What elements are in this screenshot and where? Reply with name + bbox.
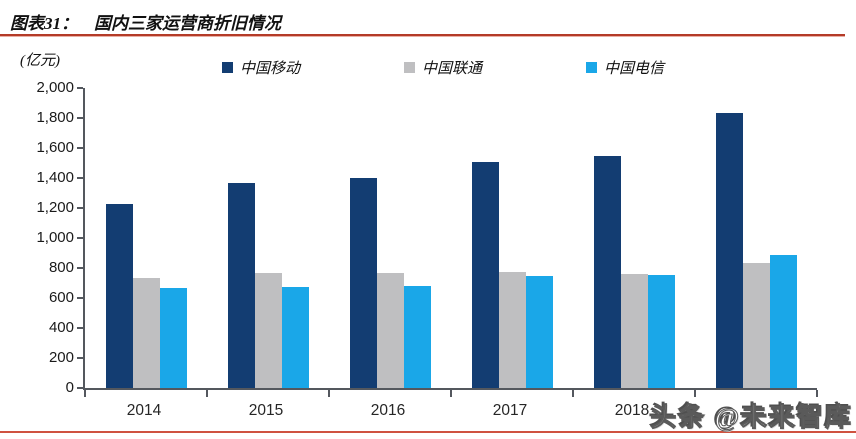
watermark-text: 头条 @未来智库	[650, 403, 853, 433]
header-divider	[0, 34, 845, 36]
bar-group	[85, 88, 207, 388]
y-tick-label: 200	[48, 349, 74, 366]
bar	[769, 254, 797, 388]
bar	[281, 286, 309, 388]
figure-header: 图表31： 国内三家运营商折旧情况	[10, 9, 281, 34]
y-tick-label: 1,600	[36, 139, 74, 156]
y-tick-label: 0	[65, 379, 74, 396]
x-tick-label: 2015	[248, 402, 284, 419]
bar	[403, 286, 431, 388]
bar-group	[451, 88, 573, 388]
y-axis-tick	[77, 87, 83, 89]
y-axis-tick	[77, 207, 83, 209]
y-tick-label: 1,400	[36, 169, 74, 186]
bar-group	[695, 88, 817, 388]
bar	[593, 155, 621, 388]
x-tick-label: 2014	[126, 402, 162, 419]
bar-groups	[85, 88, 817, 388]
y-tick-label: 400	[48, 319, 74, 336]
bar	[254, 273, 282, 388]
bar	[525, 276, 553, 388]
y-axis-tick	[77, 237, 83, 239]
y-tick-label: 1,000	[36, 229, 74, 246]
bar	[620, 274, 648, 388]
bar	[159, 288, 187, 388]
y-axis-tick	[77, 267, 83, 269]
bar	[105, 203, 133, 388]
x-axis-tick	[450, 390, 452, 397]
x-axis-labels: 2014 2015 2016 2017 2018	[83, 402, 815, 420]
legend-item-1: 中国移动	[222, 57, 300, 78]
y-axis-tick	[77, 357, 83, 359]
bar	[647, 274, 675, 388]
bottom-divider	[0, 431, 856, 433]
y-axis-tick-labels: 2,000 1,800 1,600 1,400 1,200 1,000 800 600 400 2…	[0, 79, 74, 396]
y-axis-tick	[77, 147, 83, 149]
bar-group	[329, 88, 451, 388]
y-axis-tick	[77, 327, 83, 329]
x-tick-label: 2016	[370, 402, 406, 419]
y-tick-label: 1,200	[36, 199, 74, 216]
bar	[132, 277, 160, 388]
y-axis-tick	[77, 297, 83, 299]
legend-item-3: 中国电信	[586, 57, 664, 78]
legend-swatch-icon	[222, 62, 233, 73]
y-axis-tick	[77, 177, 83, 179]
bar-group	[207, 88, 329, 388]
bar	[227, 182, 255, 388]
x-axis-tick	[205, 390, 208, 397]
y-axis-unit-label: (亿元)	[20, 53, 60, 69]
x-axis-tick	[327, 390, 330, 397]
x-tick-label: 2017	[492, 402, 528, 419]
y-tick-label: 600	[48, 289, 74, 306]
bar	[715, 112, 743, 388]
x-axis-tick	[816, 390, 818, 397]
legend-label: 中国联通	[422, 61, 483, 77]
legend-label: 中国移动	[240, 61, 301, 77]
x-axis-tick	[571, 390, 574, 397]
x-tick-label: 2018	[614, 402, 650, 419]
y-tick-label: 800	[48, 259, 74, 276]
legend-item-2: 中国联通	[404, 57, 482, 78]
legend-swatch-icon	[586, 62, 598, 73]
y-axis-tick	[77, 117, 83, 119]
y-axis-tick	[77, 387, 83, 389]
legend-label: 中国电信	[604, 61, 665, 77]
bar	[349, 178, 377, 388]
x-axis-tick	[694, 390, 696, 397]
x-axis-tick	[84, 390, 86, 397]
plot-area	[77, 87, 818, 397]
bar	[376, 273, 404, 388]
legend-swatch-icon	[404, 62, 416, 73]
bar	[498, 271, 526, 388]
legend: 中国移动 中国联通 中国电信	[222, 57, 664, 78]
y-tick-label: 1,800	[36, 109, 74, 126]
figure-label: 图表31：	[10, 14, 78, 33]
bar	[471, 162, 499, 388]
bar	[742, 262, 770, 388]
bar-group	[573, 88, 695, 388]
figure-title: 国内三家运营商折旧情况	[94, 14, 281, 33]
y-tick-label: 2,000	[36, 79, 74, 96]
